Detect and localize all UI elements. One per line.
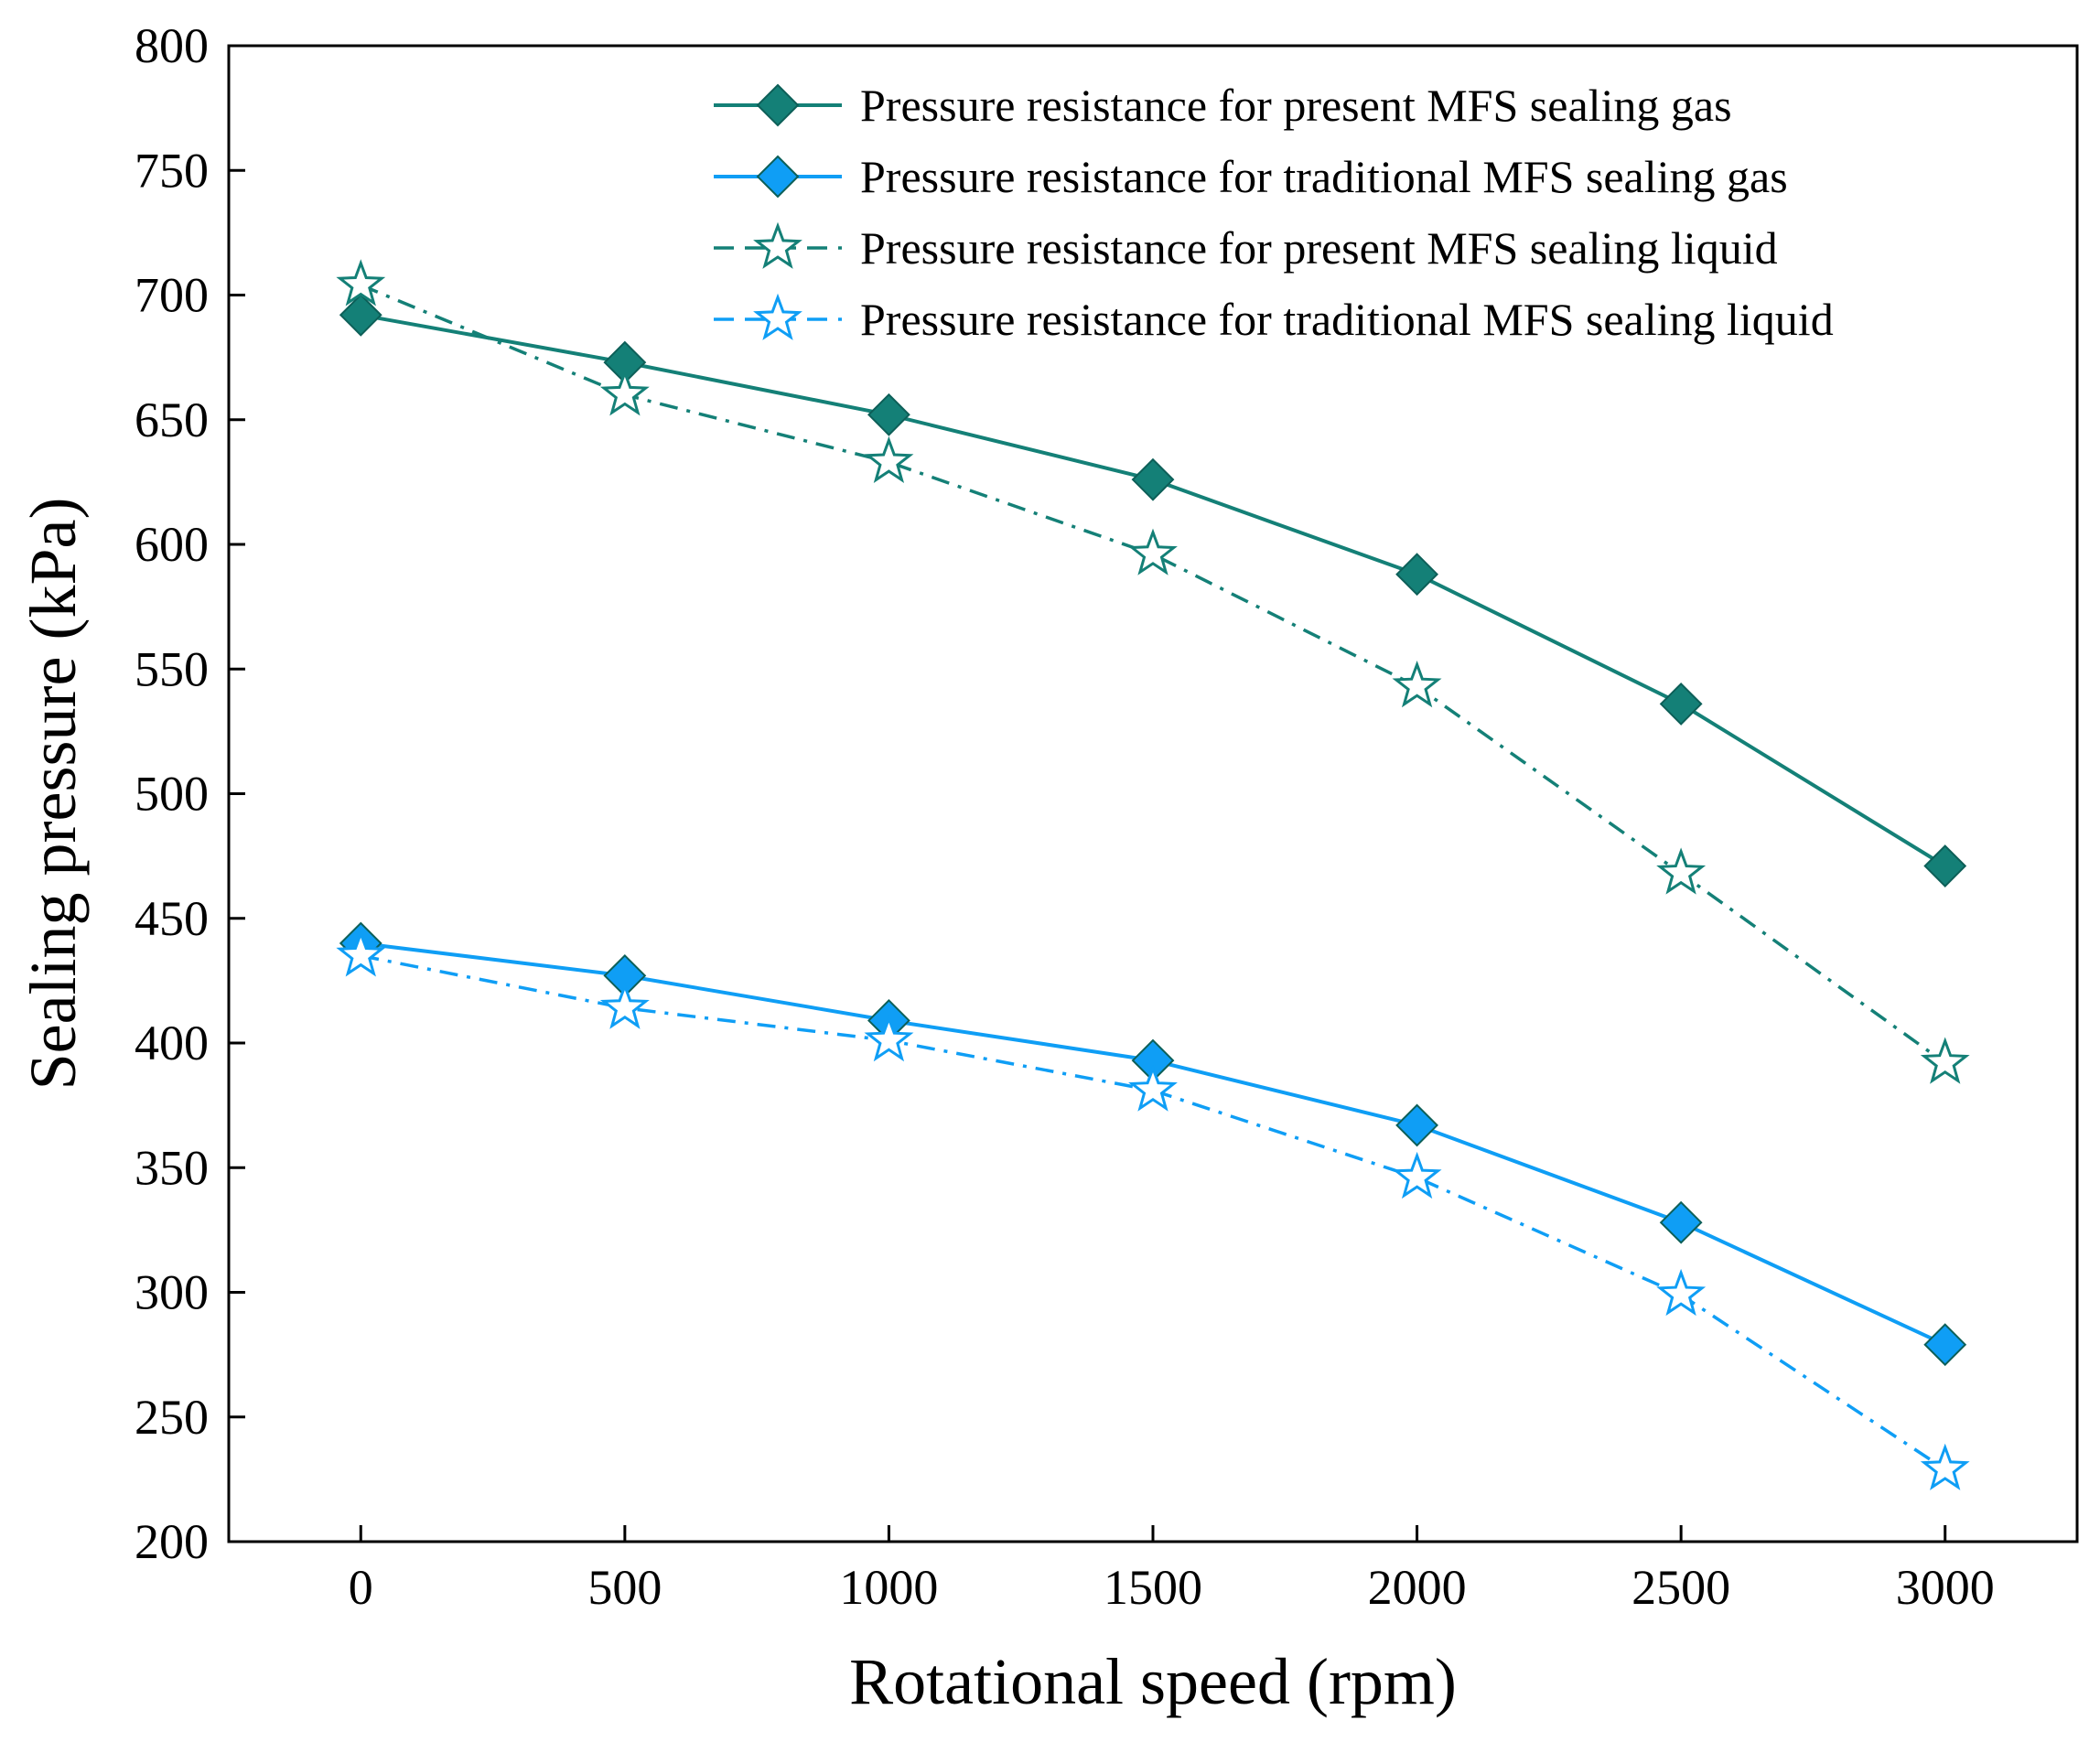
legend-label: Pressure resistance for traditional MFS … (860, 294, 1834, 345)
data-point (1392, 1151, 1442, 1199)
legend-label: Pressure resistance for traditional MFS … (860, 151, 1788, 202)
data-point (1923, 1323, 1967, 1367)
data-point (1128, 528, 1178, 575)
series-0 (339, 293, 1967, 887)
x-tick-label: 2500 (1632, 1560, 1730, 1615)
legend-item: Pressure resistance for traditional MFS … (714, 293, 1834, 345)
data-point (1920, 1037, 1970, 1084)
axis-ticks: 200 250 300 350 400 450 500 550 600 650 700 750 800 0… (135, 18, 1995, 1615)
data-point (336, 930, 386, 977)
series-layer (336, 259, 1970, 1490)
legend-marker (753, 293, 802, 340)
y-tick-label: 650 (135, 392, 209, 447)
data-point (1395, 1103, 1438, 1147)
data-point (1656, 1268, 1707, 1317)
y-tick-label: 250 (135, 1390, 209, 1445)
y-tick-label: 600 (135, 517, 209, 572)
y-tick-label: 300 (135, 1265, 209, 1320)
series-2 (336, 259, 1970, 1084)
series-line (360, 313, 1946, 868)
data-point (867, 392, 910, 436)
y-tick-label: 400 (135, 1016, 209, 1070)
legend-item: Pressure resistance for present MFS seal… (714, 221, 1778, 274)
y-tick-label: 200 (135, 1514, 209, 1569)
x-tick-label: 1500 (1104, 1560, 1202, 1615)
series-1 (339, 921, 1967, 1367)
data-point (1656, 847, 1707, 895)
data-point (1923, 844, 1967, 887)
legend-label: Pressure resistance for present MFS seal… (860, 80, 1732, 131)
legend-label: Pressure resistance for present MFS seal… (860, 222, 1778, 274)
data-point (1920, 1443, 1970, 1490)
legend-marker (756, 155, 800, 199)
x-tick-label: 3000 (1896, 1560, 1995, 1615)
y-tick-label: 500 (135, 767, 209, 822)
legend-item: Pressure resistance for traditional MFS … (714, 151, 1788, 202)
legend-marker (756, 83, 800, 127)
data-point (1395, 553, 1438, 597)
y-axis-title: Sealing pressure (kPa) (16, 498, 90, 1091)
series-line (360, 283, 1946, 1065)
legend-marker (753, 221, 802, 269)
series-3 (336, 930, 1970, 1490)
x-tick-label: 2000 (1368, 1560, 1467, 1615)
legend-item: Pressure resistance for present MFS seal… (714, 80, 1732, 131)
y-tick-label: 450 (135, 891, 209, 946)
data-point (1128, 1064, 1178, 1112)
x-tick-label: 500 (587, 1560, 662, 1615)
data-point (1392, 660, 1442, 708)
data-point (336, 259, 386, 306)
y-tick-label: 750 (135, 143, 209, 198)
data-point (599, 982, 650, 1029)
y-tick-label: 350 (135, 1140, 209, 1195)
y-tick-label: 550 (135, 641, 209, 696)
x-axis-title: Rotational speed (rpm) (849, 1645, 1457, 1718)
x-tick-label: 1000 (839, 1560, 938, 1615)
data-point (1659, 1200, 1703, 1244)
data-point (599, 369, 650, 416)
data-point (1131, 457, 1175, 501)
series-line (360, 953, 1946, 1471)
legend: Pressure resistance for present MFS seal… (714, 80, 1834, 345)
y-tick-label: 800 (135, 18, 209, 73)
y-tick-label: 700 (135, 268, 209, 323)
data-point (1659, 682, 1703, 726)
data-point (864, 436, 914, 484)
x-tick-label: 0 (349, 1560, 373, 1615)
data-point (864, 1014, 914, 1062)
data-point (339, 293, 382, 337)
